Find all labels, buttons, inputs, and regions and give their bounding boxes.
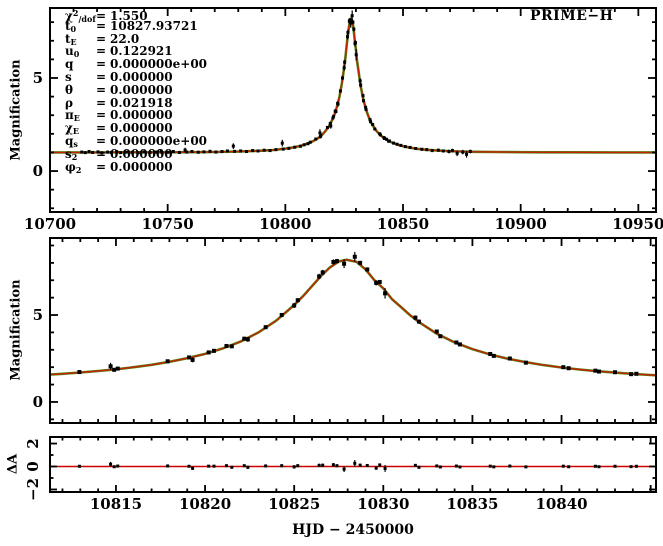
- param-row: φ2 = 0.000000: [65, 159, 173, 175]
- y-axis-label-top: Magnification: [8, 59, 24, 161]
- top-ticks: [49, 8, 656, 212]
- points_rise_peak: [314, 10, 391, 143]
- y-tick-label: 5: [33, 69, 43, 87]
- x-tick-label: 10830: [357, 495, 409, 513]
- param-row: θ = 0.000000: [65, 82, 173, 97]
- y-axis-label-mid: Magnification: [8, 279, 24, 381]
- param-row: t0 = 10827.93721: [65, 18, 198, 34]
- instrument-label: PRIME−H: [530, 8, 614, 24]
- param-row: χ2/dof = 1.550: [65, 8, 148, 24]
- points_tail: [392, 141, 472, 158]
- y-tick-label: 0: [33, 162, 43, 180]
- x-axis-label: HJD − 2450000: [292, 522, 414, 538]
- x-tick-label: 10750: [142, 215, 194, 233]
- x-tick-label: 10850: [377, 215, 429, 233]
- param-row: q = 0.000000e+00: [65, 57, 208, 72]
- y-tick-label: 0: [24, 461, 42, 471]
- y-axis-label-residual: ΔA: [5, 453, 21, 475]
- x-tick-label: 10840: [535, 495, 587, 513]
- x-tick-label: 10950: [612, 215, 663, 233]
- param-row: ρ = 0.021918: [65, 95, 173, 110]
- y-tick-label: 5: [33, 306, 43, 324]
- y-tick-label: 2: [24, 438, 42, 448]
- points_rise_peak: [77, 251, 639, 377]
- x-tick-label: 10825: [268, 495, 320, 513]
- param-row: s2 = 0.000000: [65, 146, 173, 162]
- y-tick-label: −2: [24, 478, 42, 501]
- mid-frame: [49, 237, 657, 424]
- param-row: u0 = 0.122921: [65, 44, 173, 60]
- res-ticks: [50, 437, 656, 492]
- top-frame: [49, 7, 657, 213]
- param-row: χE = 0.000000: [65, 121, 173, 137]
- x-tick-label: 10700: [24, 215, 76, 233]
- x-tick-label: 10815: [90, 495, 142, 513]
- param-row: s = 0.000000: [65, 69, 173, 84]
- points_rise_peak: [77, 460, 638, 473]
- y-tick-label: 0: [33, 393, 43, 411]
- x-tick-label: 10820: [179, 495, 231, 513]
- param-row: πE = 0.000000: [65, 108, 173, 124]
- model-curve-red: [50, 258, 656, 376]
- param-block: χ2/dof = 1.550 t0 = 10827.93721 tE = 22.0 u0 = 0.12…: [65, 7, 208, 175]
- param-row: tE = 22.0: [65, 31, 140, 47]
- mid-ticks: [50, 238, 656, 423]
- x-tick-label: 10900: [495, 215, 547, 233]
- mid-panel: 05: [33, 237, 657, 424]
- res-panel: 10815 10820 10825 10830 10835 10840 2 0 −2: [24, 436, 657, 513]
- x-tick-label: 10835: [446, 495, 498, 513]
- param-row: qs = 0.000000e+00: [65, 133, 208, 149]
- top-panel: 10700 10750 10800 10850 10900 10950 0 5: [24, 7, 663, 233]
- x-tick-label: 10800: [259, 215, 311, 233]
- points_baseline: [80, 139, 312, 155]
- res-frame: [49, 436, 657, 493]
